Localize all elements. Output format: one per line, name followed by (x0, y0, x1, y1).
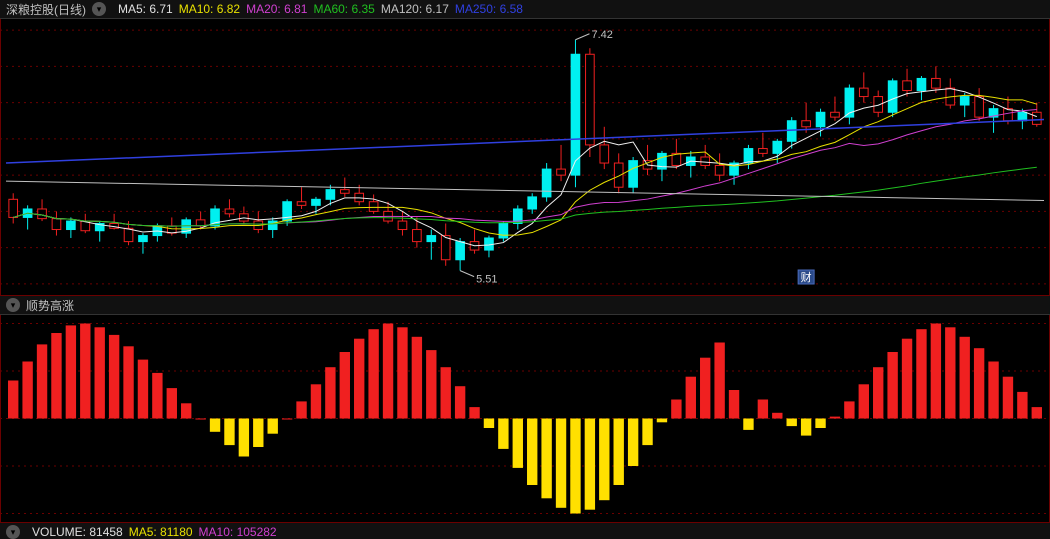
svg-text:5.51: 5.51 (476, 274, 497, 286)
svg-text:财: 财 (801, 270, 812, 284)
indicator-chart[interactable] (0, 314, 1050, 523)
indicator-title: 顺势高涨 (26, 297, 74, 314)
candlestick-panel: 深粮控股(日线) ▾ MA5: 6.71 MA10: 6.82 MA20: 6.81… (0, 0, 1050, 296)
indicator-panel: ▾ 顺势高涨 (0, 296, 1050, 523)
collapse-icon[interactable]: ▾ (92, 2, 106, 16)
vol-label-ma10: MA10: 105282 (199, 525, 277, 539)
ma-label-ma10: MA10: 6.82 (179, 2, 240, 16)
collapse-icon[interactable]: ▾ (6, 525, 20, 539)
ma-label-ma250: MA250: 6.58 (455, 2, 523, 16)
ma-label-ma5: MA5: 6.71 (118, 2, 173, 16)
volume-legend: VOLUME: 81458 MA5: 81180 MA10: 105282 (26, 525, 277, 539)
ma-legend: MA5: 6.71 MA10: 6.82 MA20: 6.81 MA60: 6.35 M… (112, 2, 523, 16)
candlestick-header: 深粮控股(日线) ▾ MA5: 6.71 MA10: 6.82 MA20: 6.81… (0, 0, 1050, 19)
stock-title: 深粮控股(日线) (6, 1, 86, 18)
ma-label-ma120: MA120: 6.17 (381, 2, 449, 16)
volume-header: ▾ VOLUME: 81458 MA5: 81180 MA10: 105282 (0, 523, 1050, 539)
volume-panel: ▾ VOLUME: 81458 MA5: 81180 MA10: 105282 (0, 523, 1050, 539)
vol-label-ma5: MA5: 81180 (129, 525, 193, 539)
indicator-header: ▾ 顺势高涨 (0, 296, 1050, 315)
collapse-icon[interactable]: ▾ (6, 298, 20, 312)
ma-label-ma60: MA60: 6.35 (313, 2, 374, 16)
svg-text:7.42: 7.42 (591, 29, 612, 41)
candlestick-chart[interactable]: 7.42 5.51 财 (0, 18, 1050, 296)
vol-label-volume: VOLUME: 81458 (32, 525, 123, 539)
ma-label-ma20: MA20: 6.81 (246, 2, 307, 16)
